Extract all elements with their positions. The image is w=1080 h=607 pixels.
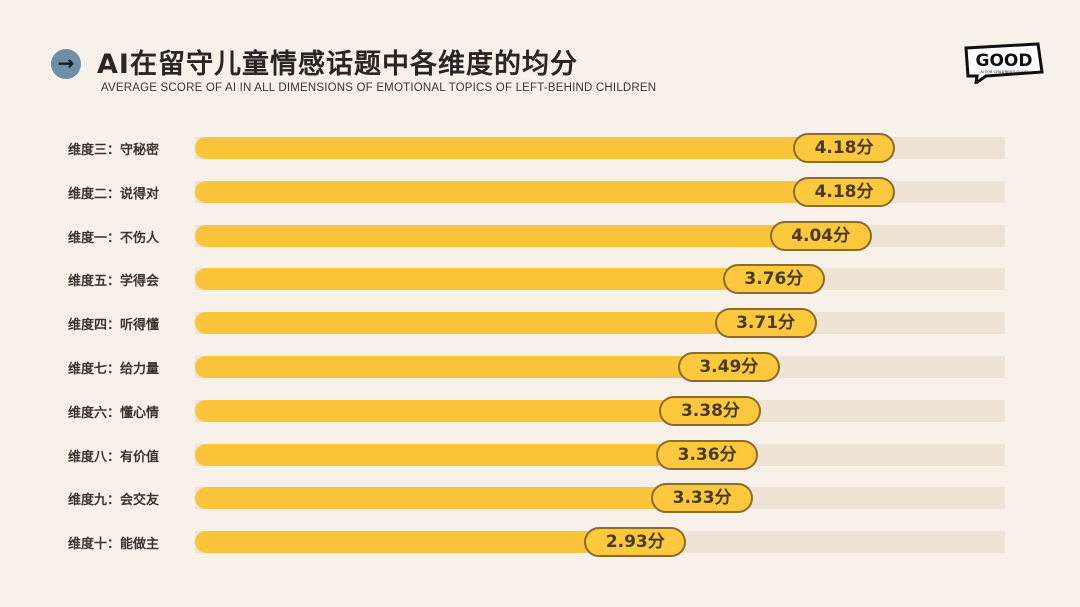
bar [195, 224, 832, 247]
value-label: 3.71分 [714, 308, 817, 339]
category-label: 维度一：不伤人 [68, 230, 160, 246]
page-title: AI在留守儿童情感话题中各维度的均分 [97, 49, 578, 80]
value-label: 3.33分 [651, 483, 754, 514]
bar-row: 维度三：守秘密 4.18分 [0, 133, 1080, 163]
bar-row: 维度二：说得对 4.18分 [0, 176, 1080, 207]
category-label: 维度八：有价值 [68, 449, 160, 465]
category-label: 维度十：能做主 [68, 537, 160, 553]
bar-row: 维度九：会交友 3.33分 [0, 483, 1080, 514]
bar-row: 维度四：听得懂 3.71分 [0, 308, 1080, 339]
category-label: 维度七：给力量 [68, 362, 160, 377]
bar-row: 维度五：学得会 3.76分 [0, 264, 1080, 295]
value-label: 3.49分 [677, 352, 780, 382]
bar [195, 531, 647, 554]
value-label: 4.04分 [769, 220, 872, 251]
bar [195, 137, 856, 159]
bar-row: 维度八：有价值 3.36分 [0, 439, 1080, 470]
value-label: 3.36分 [656, 439, 759, 470]
bar-row: 维度七：给力量 3.49分 [0, 352, 1080, 382]
logo-text: GOOD [976, 51, 1033, 71]
bar [195, 399, 722, 422]
bar-row: 维度一：不伤人 4.04分 [0, 220, 1080, 251]
category-label: 维度九：会交友 [68, 493, 160, 509]
bar-row: 维度六：懂心情 3.38分 [0, 395, 1080, 426]
category-label: 维度三：守秘密 [68, 143, 160, 158]
value-label: 3.38分 [659, 395, 762, 426]
value-label: 4.18分 [793, 176, 896, 207]
good-logo: GOOD AI FOR CHILDREN'S GOOD [964, 42, 1044, 84]
bar [195, 487, 714, 510]
category-label: 维度四：听得懂 [68, 318, 160, 334]
bar [195, 443, 719, 466]
arrow-right-icon: → [51, 49, 81, 79]
page-subtitle: AVERAGE SCORE OF AI IN ALL DIMENSIONS OF… [101, 82, 657, 94]
category-label: 维度二：说得对 [68, 186, 160, 202]
value-label: 4.18分 [793, 133, 896, 163]
category-label: 维度五：学得会 [68, 274, 160, 290]
bar [195, 268, 785, 291]
value-label: 2.93分 [584, 527, 687, 558]
value-label: 3.76分 [722, 264, 825, 295]
bar [195, 356, 740, 378]
bar-row: 维度十：能做主 2.93分 [0, 527, 1080, 558]
bar [195, 312, 777, 335]
logo-tagline: AI FOR CHILDREN'S GOOD [980, 70, 1028, 74]
category-label: 维度六：懂心情 [68, 405, 160, 421]
bar [195, 180, 856, 203]
